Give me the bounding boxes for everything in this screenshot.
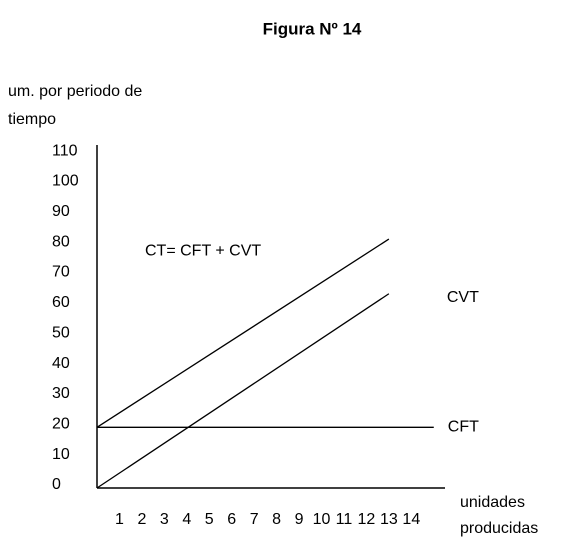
x-tick-label: 14 [402,511,420,528]
x-tick-label: 4 [182,511,191,528]
y-tick-label: 80 [52,233,70,250]
y-tick-label: 40 [52,355,70,372]
x-tick-label: 6 [227,511,236,528]
y-tick-label: 90 [52,203,70,220]
series-line [96,293,390,489]
x-tick-label: 9 [295,511,304,528]
y-tick-label: 70 [52,264,70,281]
x-axis-label: unidades producidas [460,494,539,537]
x-tick-label: 1 [115,511,124,528]
y-tick-label: 0 [52,476,61,493]
y-tick-label: 50 [52,324,70,341]
y-tick-label: 30 [52,385,70,402]
x-tick-label: 5 [205,511,214,528]
series-label: CT= CFT + CVT [145,242,261,259]
series-label: CFT [448,419,479,436]
x-tick-label: 13 [380,511,398,528]
x-tick-label: 3 [160,511,169,528]
chart-title: Figura Nº 14 [263,19,362,38]
x-tick-label: 11 [336,511,353,528]
y-tick-label: 60 [52,294,70,311]
series-label: CVT [447,289,479,306]
x-tick-label: 10 [313,511,331,528]
y-axis-label: um. por periodo de tiempo [8,83,143,128]
y-tick-label: 10 [52,446,70,463]
y-tick-label: 110 [52,142,78,159]
x-tick-label: 7 [250,511,259,528]
x-tick-label: 8 [272,511,281,528]
y-tick-label: 20 [52,416,70,433]
x-tick-label: 2 [137,511,146,528]
x-tick-label: 12 [358,511,376,528]
y-tick-label: 100 [52,173,79,190]
series-line [96,238,390,428]
